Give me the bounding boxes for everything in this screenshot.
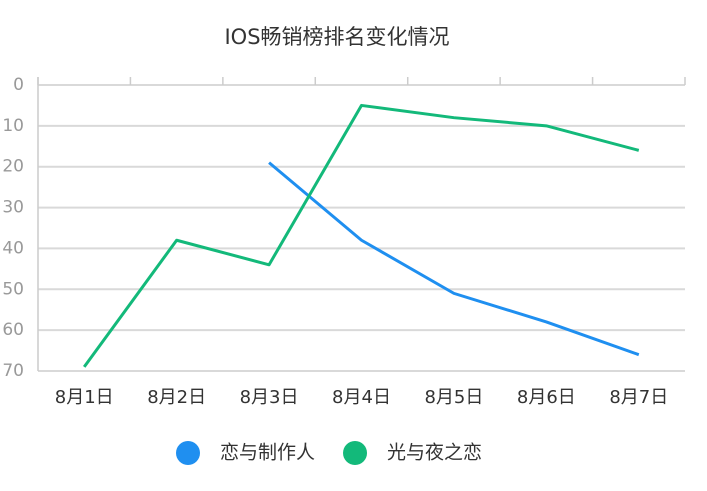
- y-tick-label: 60: [2, 320, 24, 340]
- y-tick-label: 0: [13, 75, 24, 95]
- series-line: [83, 103, 640, 368]
- legend-swatch: [176, 441, 200, 465]
- x-tick-label: 8月6日: [517, 387, 576, 408]
- legend-label: 恋与制作人: [220, 442, 315, 464]
- legend-swatch: [343, 441, 368, 465]
- y-tick-label: 30: [2, 198, 24, 218]
- y-tick-label: 40: [2, 238, 24, 258]
- series-line: [268, 161, 640, 357]
- x-tick-label: 8月5日: [424, 387, 483, 408]
- y-tick-label: 50: [2, 279, 24, 299]
- x-tick-label: 8月2日: [147, 387, 206, 408]
- y-tick-label: 20: [2, 157, 24, 177]
- x-tick-label: 8月4日: [332, 387, 391, 408]
- legend-label: 光与夜之恋: [387, 442, 482, 464]
- x-tick-label: 8月1日: [55, 387, 114, 408]
- chart-title: IOS畅销榜排名变化情况: [224, 25, 449, 49]
- x-tick-label: 8月3日: [240, 387, 299, 408]
- y-tick-label: 70: [2, 361, 24, 381]
- y-tick-label: 10: [2, 116, 24, 136]
- x-tick-label: 8月7日: [609, 387, 668, 408]
